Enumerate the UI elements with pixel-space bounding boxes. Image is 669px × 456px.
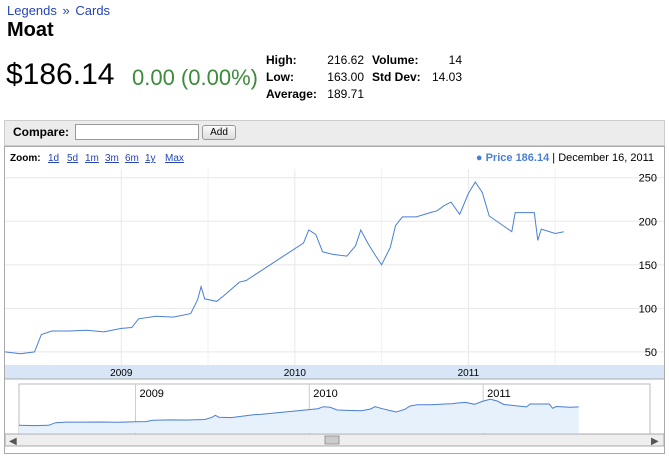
y-tick-label: 250: [639, 173, 657, 185]
zoom-max[interactable]: Max: [165, 153, 184, 164]
scroll-thumb[interactable]: [324, 435, 340, 445]
current-price: $186.14: [6, 58, 115, 91]
y-tick-label: 150: [639, 260, 657, 272]
breadcrumb-separator: »: [62, 3, 70, 18]
legend-price: 186.14: [515, 152, 550, 164]
compare-bar: Compare: Add: [4, 120, 665, 146]
high-value: 216.62: [327, 53, 364, 67]
navigator-tick-label: 2011: [487, 388, 511, 400]
price-chart[interactable]: 50 100 150 200 250 2009 2010 2011 2009 2010 2011…: [5, 147, 664, 453]
stddev-label: Std Dev:: [372, 70, 421, 84]
breadcrumb-link-cards[interactable]: Cards: [75, 3, 111, 18]
zoom-1m[interactable]: 1m: [85, 153, 99, 164]
navigator-tick-label: 2009: [139, 388, 163, 400]
zoom-bar: Zoom: 1d 5d 1m 3m 6m 1y Max ● Price 186.…: [5, 147, 664, 169]
average-value: 189.71: [327, 87, 364, 101]
volume-value: 14: [448, 53, 462, 67]
compare-input[interactable]: [75, 124, 199, 140]
x-tick-label: 2009: [110, 368, 133, 379]
price-change: 0.00 (0.00%): [132, 65, 258, 90]
low-value: 163.00: [327, 70, 364, 84]
breadcrumb-link-legends[interactable]: Legends: [7, 3, 57, 18]
page-title: Moat: [7, 19, 54, 41]
zoom-label: Zoom:: [10, 153, 41, 164]
chart-panel: Zoom: 1d 5d 1m 3m 6m 1y Max ● Price 186.…: [4, 146, 665, 454]
scroll-right-icon[interactable]: ▶: [651, 436, 659, 447]
x-tick-label: 2010: [284, 368, 307, 379]
chart-legend: ● Price 186.14 | December 16, 2011: [476, 152, 654, 164]
y-tick-label: 50: [645, 347, 657, 359]
high-label: High:: [266, 53, 297, 67]
stddev-value: 14.03: [431, 70, 462, 84]
navigator-tick-label: 2010: [313, 388, 337, 400]
average-label: Average:: [266, 87, 317, 101]
zoom-1d[interactable]: 1d: [48, 153, 60, 164]
navigator-line: [18, 398, 579, 427]
compare-label: Compare:: [13, 125, 70, 139]
price-line: [5, 181, 564, 355]
legend-date: | December 16, 2011: [552, 152, 654, 164]
zoom-3m[interactable]: 3m: [105, 153, 119, 164]
legend-series-label: Price: [485, 152, 513, 164]
x-tick-label: 2011: [458, 368, 480, 379]
scroll-left-icon[interactable]: ◀: [9, 436, 17, 447]
legend-dot-icon: ●: [475, 152, 483, 164]
volume-label: Volume:: [372, 53, 419, 67]
zoom-5d[interactable]: 5d: [67, 153, 79, 164]
breadcrumb: Legends » Cards: [7, 3, 110, 18]
low-label: Low:: [266, 70, 294, 84]
navigator-area: [19, 399, 579, 433]
x-axis-band: [5, 365, 664, 379]
y-tick-label: 200: [639, 216, 657, 228]
add-button[interactable]: Add: [202, 125, 236, 140]
zoom-6m[interactable]: 6m: [125, 153, 139, 164]
zoom-1y[interactable]: 1y: [145, 153, 156, 164]
y-tick-label: 100: [639, 303, 657, 315]
